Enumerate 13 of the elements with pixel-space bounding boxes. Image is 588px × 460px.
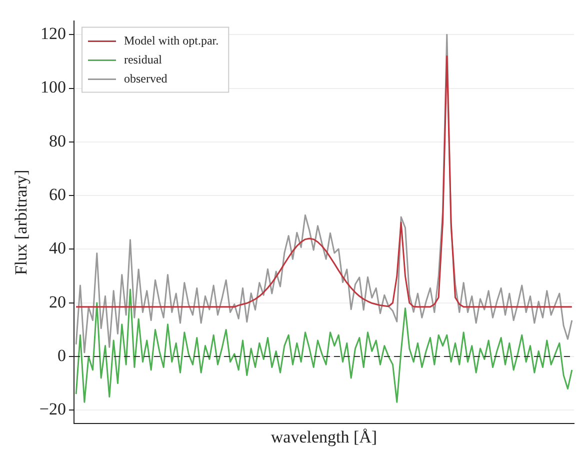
y-axis-title: Flux [arbitrary]	[12, 170, 31, 276]
y-tick-label: 20	[48, 292, 66, 312]
legend-label: Model with opt.par.	[124, 33, 219, 48]
y-tick-label: 0	[57, 346, 66, 365]
y-tick-label: 100	[40, 78, 66, 97]
legend-label: observed	[124, 71, 168, 86]
y-tick-label: 120	[40, 24, 66, 44]
x-axis-title: wavelength [Å]	[270, 427, 378, 446]
y-tick-label: 40	[48, 238, 66, 258]
legend-label: residual	[124, 52, 163, 66]
y-tick-label: 60	[48, 185, 66, 204]
y-tick-label: 80	[48, 131, 66, 150]
y-tick-label: −20	[39, 400, 66, 419]
